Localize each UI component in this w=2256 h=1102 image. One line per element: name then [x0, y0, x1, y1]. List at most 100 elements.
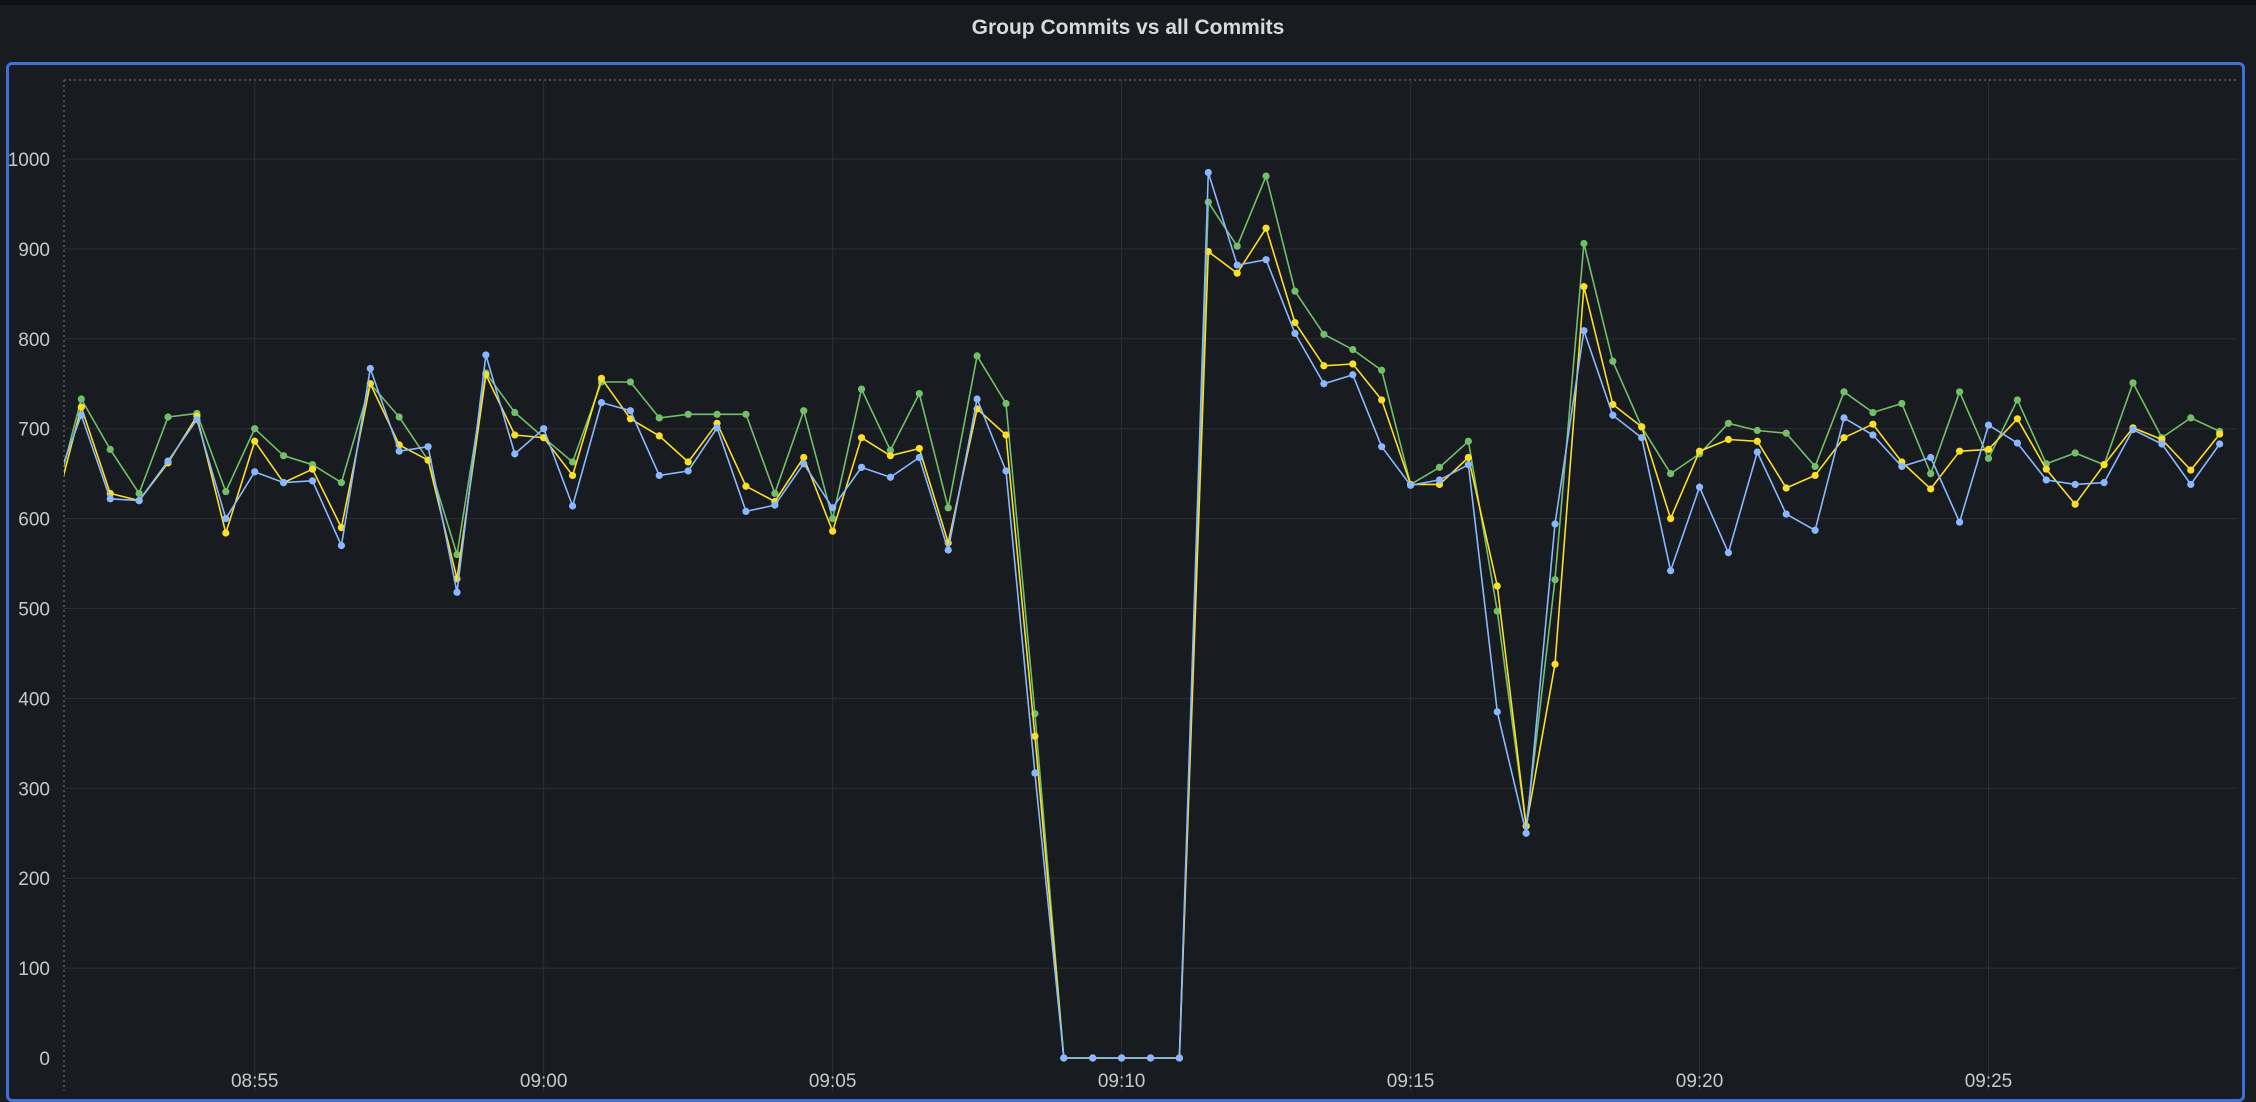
chart-grid [63, 79, 2237, 1091]
series-1-point [1811, 471, 1819, 480]
series-1-point [2042, 465, 2050, 473]
series-2-point [1811, 526, 1819, 534]
series-2-point [308, 477, 317, 485]
series-2-point [1204, 168, 1212, 177]
series-1-point [626, 415, 634, 423]
series-2-point [511, 450, 519, 458]
series-2-point [251, 468, 259, 476]
series-0-point [1493, 607, 1501, 615]
series-2-point [1002, 467, 1010, 475]
series-1-point [1493, 582, 1501, 590]
series-2-point [2158, 440, 2166, 448]
series-1-point [1378, 396, 1386, 404]
series-2-point [568, 502, 577, 510]
series-0-point [1204, 198, 1212, 206]
series-1-point [2216, 430, 2224, 438]
series-0-point [771, 489, 779, 498]
series-0-point [742, 410, 750, 418]
series-0-point [1378, 366, 1386, 374]
y-tick-label: 1000 [8, 150, 50, 171]
series-2-point [1667, 567, 1675, 575]
series-2-point [1695, 483, 1704, 491]
series-1-point [1233, 269, 1241, 277]
series-1-point [1927, 485, 1935, 493]
series-1-point [857, 434, 866, 442]
series-0-point [1869, 408, 1877, 417]
series-0-point [1320, 330, 1328, 338]
series-1-point [915, 444, 923, 453]
series-0-point [511, 408, 519, 417]
series-2-point [1233, 261, 1241, 269]
series-2-point [1435, 476, 1444, 484]
series-line-2 [64, 171, 2221, 1059]
series-2-point [973, 395, 981, 403]
series-2-point [1522, 829, 1530, 837]
series-1-point [684, 458, 692, 466]
series-2-point [1580, 327, 1588, 335]
series-0-point [1580, 239, 1588, 248]
series-2-point [1378, 443, 1386, 451]
series-0-point [684, 410, 692, 418]
series-0-point [857, 385, 866, 393]
series-0-point [944, 504, 952, 512]
series-1-point [568, 471, 577, 480]
series-2-point [1349, 371, 1357, 379]
series-0-point [1262, 172, 1270, 180]
series-0-point [77, 395, 85, 403]
series-2-point [2216, 440, 2224, 448]
series-2-point [1551, 520, 1559, 528]
series-1-point [77, 403, 85, 411]
series-1-point [1464, 453, 1472, 462]
series-1-point [1869, 420, 1877, 428]
series-0-point [222, 488, 230, 496]
series-0-point [1782, 429, 1790, 437]
series-1-point [1667, 515, 1675, 523]
series-1-point [1031, 732, 1039, 740]
series-1-point [829, 527, 837, 535]
series-2-point [2129, 425, 2137, 434]
series-2-point [742, 507, 750, 516]
series-0-point [280, 452, 288, 460]
series-2-point [2042, 476, 2050, 484]
panel-title[interactable]: Group Commits vs all Commits [971, 16, 1285, 39]
series-1-point [1753, 437, 1761, 445]
series-2-point [222, 515, 230, 523]
x-tick-label: 09:05 [809, 1071, 857, 1091]
series-2-point [540, 425, 548, 433]
series-2-point [1955, 518, 1964, 526]
series-2-point [1753, 448, 1761, 456]
series-2-point [597, 399, 606, 407]
series-0-point [973, 352, 981, 360]
series-line-0 [64, 175, 2221, 1059]
series-0-point [135, 489, 143, 498]
series-2-point [915, 453, 923, 462]
series-2-point [2100, 479, 2108, 487]
series-2-point [1291, 329, 1299, 338]
series-2-point [1840, 414, 1848, 422]
series-1-point [2187, 466, 2195, 474]
series-1-point [1638, 423, 1646, 431]
series-1-point [1609, 400, 1617, 409]
series-0-point [1435, 463, 1444, 471]
x-tick-label: 09:15 [1387, 1071, 1435, 1091]
series-2-point [424, 443, 432, 451]
series-1-point [1320, 362, 1328, 370]
series-2-point [193, 416, 201, 424]
x-tick-label: 09:20 [1676, 1071, 1724, 1091]
series-0-point [2013, 396, 2021, 404]
series-2-point [280, 479, 288, 487]
series-0-point [655, 414, 663, 422]
series-0-point [713, 410, 721, 418]
series-1-point [800, 453, 808, 462]
series-2-point [482, 351, 490, 359]
series-1-point [1291, 319, 1299, 327]
y-tick-label: 800 [18, 330, 50, 351]
series-1-point [1002, 431, 1010, 439]
series-2-point [135, 497, 143, 505]
series-1-point [251, 437, 259, 445]
panel-frame [6, 62, 2245, 1102]
series-2-point [626, 407, 634, 415]
series-2-point [684, 467, 692, 475]
series-0-point [1984, 454, 1993, 462]
series-0-point [626, 378, 634, 386]
